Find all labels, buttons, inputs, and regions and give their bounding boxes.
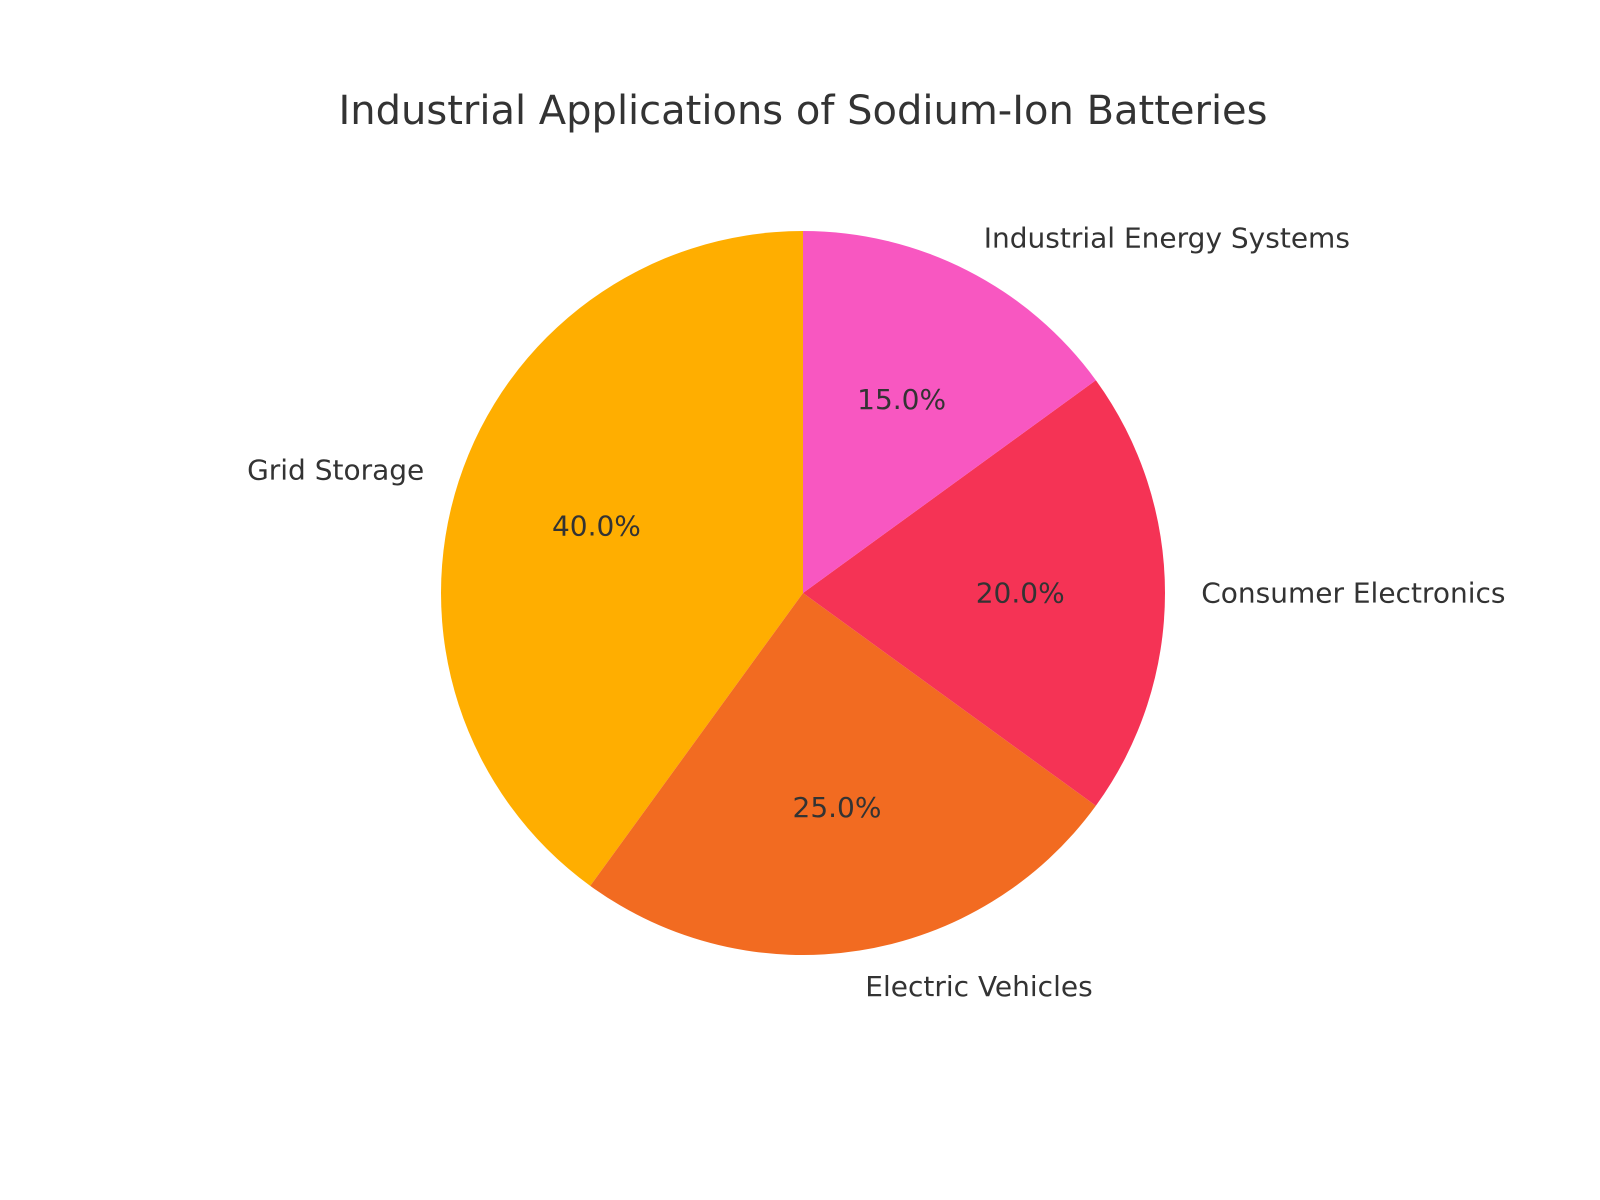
- percent-label: 40.0%: [552, 509, 641, 542]
- chart-title: Industrial Applications of Sodium-Ion Ba…: [338, 88, 1267, 134]
- pie-slice-industrial-energy-systems: [803, 231, 1096, 593]
- percent-label: 25.0%: [793, 791, 882, 824]
- pie-slice-grid-storage: [441, 231, 803, 886]
- pie-slice-consumer-electronics: [803, 380, 1166, 806]
- pie-slice-electric-vehicles: [590, 593, 1096, 955]
- pie-slices: [441, 231, 1166, 955]
- category-label: Consumer Electronics: [1201, 577, 1505, 610]
- category-label: Electric Vehicles: [865, 970, 1092, 1003]
- category-label: Grid Storage: [247, 453, 424, 486]
- percent-label: 20.0%: [976, 577, 1065, 610]
- slice-labels: 40.0% Grid Storage 25.0% Electric Vehicles 2…: [247, 222, 1505, 1003]
- category-label: Industrial Energy Systems: [984, 222, 1350, 255]
- percent-label: 15.0%: [857, 383, 946, 416]
